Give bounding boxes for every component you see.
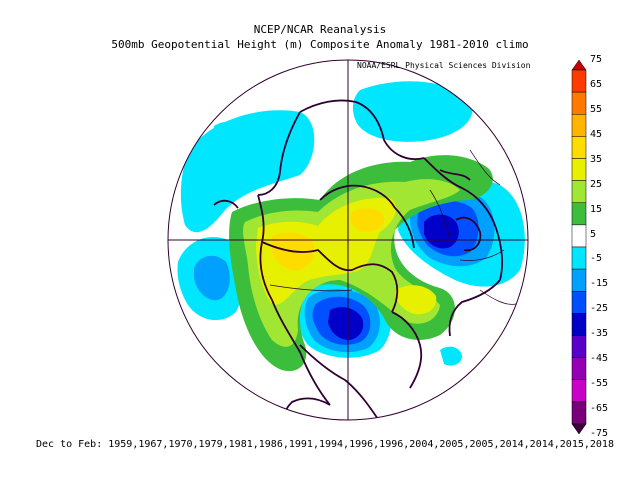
colorbar-swatch: [571, 357, 587, 380]
colorbar-swatch: [571, 379, 587, 403]
colorbar-tick-label: -35: [590, 328, 609, 340]
colorbar-swatch: [571, 313, 587, 336]
colorbar-swatch: [571, 246, 587, 270]
anomaly-pos35-arctic: [350, 208, 385, 232]
colorbar-tick-label: 35: [590, 153, 603, 165]
anomaly-neg-arctic-top: [352, 81, 473, 142]
anomaly-neg-north-pacific: [180, 110, 315, 233]
colorbar-tick-label: 15: [590, 203, 603, 215]
colorbar-swatch: [571, 401, 587, 425]
colorbar-swatch: [571, 202, 587, 226]
coastlines: [213, 99, 503, 420]
colorbar-swatch: [571, 69, 587, 93]
colorbar-tick-label: 65: [590, 78, 603, 90]
colorbar-bottom-arrow: [571, 423, 587, 435]
colorbar-swatch: [571, 114, 587, 137]
colorbar-swatch: [571, 136, 587, 159]
colorbar-tick-label: -5: [590, 253, 603, 265]
colorbar-swatch: [571, 335, 587, 358]
colorbar-tick-label: 55: [590, 103, 603, 115]
colorbar-swatch: [571, 291, 587, 314]
colorbar-tick-label: 45: [590, 128, 603, 140]
map-boundary-circle: [167, 59, 529, 421]
anomaly-neg-small-east: [440, 346, 462, 366]
colorbar-swatch: [571, 224, 587, 248]
anomaly-neg35-canada: [328, 307, 364, 340]
anomaly-pos25-se: [395, 285, 437, 315]
colorbar-tick-label: 5: [590, 228, 597, 240]
anomaly-neg15-aleutian: [194, 255, 230, 301]
colorbar-top-arrow: [571, 59, 587, 71]
country-borders: [269, 149, 517, 305]
colorbar-tick-label: -25: [590, 303, 609, 315]
colorbar-tick-label: -65: [590, 403, 609, 415]
credit-label: NOAA/ESRL Physical Sciences Division: [357, 61, 531, 70]
plot-title: NCEP/NCAR Reanalysis: [253, 23, 387, 36]
colorbar-swatch: [571, 158, 587, 181]
plot-subtitle: 500mb Geopotential Height (m) Composite …: [111, 38, 529, 51]
anomaly-neg-west-blob: [214, 121, 240, 143]
colorbar-tick-label: -15: [590, 278, 609, 290]
colorbar-tick-label: 25: [590, 178, 603, 190]
colorbar-tick-label: -75: [590, 428, 609, 439]
colorbar-tick-label: 75: [590, 54, 603, 65]
footer-years: Dec to Feb: 1959,1967,1970,1979,1981,198…: [36, 439, 614, 450]
colorbar-tick-label: -55: [590, 378, 609, 390]
colorbar-swatch: [571, 180, 587, 203]
colorbar-swatch: [571, 268, 587, 292]
colorbar-tick-label: -45: [590, 353, 609, 365]
colorbar-swatch: [571, 91, 587, 115]
